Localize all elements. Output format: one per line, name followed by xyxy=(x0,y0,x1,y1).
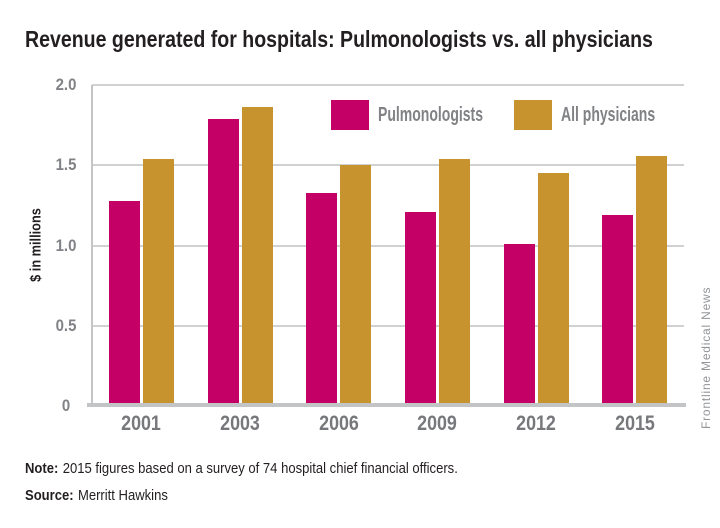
y-tick-label-0.5: 0.5 xyxy=(55,316,77,335)
y-tick-label-1.0: 1.0 xyxy=(55,236,77,255)
y-axis-title: $ in millions xyxy=(27,208,45,282)
y-axis-line xyxy=(91,85,93,407)
bar-all-physicians-2006 xyxy=(340,165,371,406)
bar-all-physicians-2015 xyxy=(636,156,667,406)
legend-swatch-pulmonologists xyxy=(331,100,369,130)
x-tick-label-2012: 2012 xyxy=(516,412,556,435)
x-tick-label-2003: 2003 xyxy=(220,412,260,435)
x-axis-line xyxy=(87,403,686,407)
bar-all-physicians-2003 xyxy=(242,107,273,406)
source-text: Source: Merritt Hawkins xyxy=(25,487,168,505)
x-tick-label-2015: 2015 xyxy=(615,412,655,435)
y-tick-label-0: 0 xyxy=(61,396,71,415)
bar-pulmonologists-2012 xyxy=(504,244,535,406)
source-body: Merritt Hawkins xyxy=(77,487,168,504)
x-tick-label-2009: 2009 xyxy=(417,412,457,435)
gridline-2.0 xyxy=(92,84,684,86)
gridline-1.0 xyxy=(92,245,684,247)
bar-all-physicians-2012 xyxy=(538,173,569,406)
y-tick-label-1.5: 1.5 xyxy=(55,155,77,174)
x-tick-label-2006: 2006 xyxy=(319,412,359,435)
bar-pulmonologists-2006 xyxy=(306,193,337,406)
bar-all-physicians-2001 xyxy=(143,159,174,406)
note-text: Note: 2015 figures based on a survey of 7… xyxy=(25,460,458,478)
credit-vertical-text: Frontline Medical News xyxy=(699,286,713,429)
source-label: Source: xyxy=(25,487,74,504)
x-tick-label-2001: 2001 xyxy=(121,412,161,435)
bar-pulmonologists-2009 xyxy=(405,212,436,406)
bar-pulmonologists-2003 xyxy=(208,119,239,406)
note-body: 2015 figures based on a survey of 74 hos… xyxy=(62,460,458,477)
legend-swatch-all-physicians xyxy=(514,100,552,130)
bar-all-physicians-2009 xyxy=(439,159,470,406)
legend-label-pulmonologists: Pulmonologists xyxy=(378,104,483,126)
y-tick-label-2.0: 2.0 xyxy=(55,75,77,94)
note-label: Note: xyxy=(25,460,59,477)
chart-title: Revenue generated for hospitals: Pulmono… xyxy=(25,26,653,52)
gridline-0.5 xyxy=(92,325,684,327)
bar-pulmonologists-2001 xyxy=(109,201,140,406)
gridline-1.5 xyxy=(92,164,684,166)
bar-pulmonologists-2015 xyxy=(602,215,633,406)
legend-label-all-physicians: All physicians xyxy=(561,104,656,126)
